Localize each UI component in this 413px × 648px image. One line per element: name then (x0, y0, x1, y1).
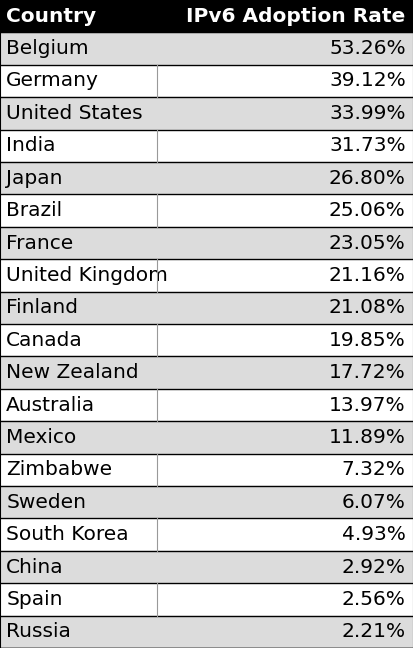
Text: Canada: Canada (6, 330, 83, 350)
Bar (0, 97, 413, 130)
Bar (0, 551, 413, 583)
Text: 13.97%: 13.97% (328, 395, 405, 415)
Text: 53.26%: 53.26% (328, 39, 405, 58)
Bar (0, 32, 413, 65)
Text: China: China (6, 557, 64, 577)
Text: South Korea: South Korea (6, 525, 128, 544)
Text: 7.32%: 7.32% (341, 460, 405, 480)
Bar (0, 454, 413, 486)
Bar (0, 518, 413, 551)
Text: 23.05%: 23.05% (328, 233, 405, 253)
Text: 2.92%: 2.92% (341, 557, 405, 577)
Text: 25.06%: 25.06% (328, 201, 405, 220)
Text: 17.72%: 17.72% (328, 363, 405, 382)
Bar (0, 259, 413, 292)
Text: 2.21%: 2.21% (341, 622, 405, 642)
Text: IPv6 Adoption Rate: IPv6 Adoption Rate (186, 6, 405, 26)
Text: 19.85%: 19.85% (328, 330, 405, 350)
Text: New Zealand: New Zealand (6, 363, 138, 382)
Text: 31.73%: 31.73% (328, 136, 405, 156)
Text: 4.93%: 4.93% (341, 525, 405, 544)
Bar (0, 0, 413, 32)
Text: France: France (6, 233, 73, 253)
Bar (0, 356, 413, 389)
Text: Russia: Russia (6, 622, 71, 642)
Text: United Kingdom: United Kingdom (6, 266, 168, 285)
Text: 21.16%: 21.16% (328, 266, 405, 285)
Bar (0, 162, 413, 194)
Bar (0, 486, 413, 518)
Text: United States: United States (6, 104, 142, 123)
Text: Sweden: Sweden (6, 492, 86, 512)
Text: Brazil: Brazil (6, 201, 62, 220)
Bar (0, 65, 413, 97)
Bar (0, 616, 413, 648)
Text: Finland: Finland (6, 298, 78, 318)
Bar (0, 324, 413, 356)
Text: Country: Country (6, 6, 96, 26)
Text: Australia: Australia (6, 395, 95, 415)
Text: Spain: Spain (6, 590, 62, 609)
Text: Belgium: Belgium (6, 39, 89, 58)
Text: India: India (6, 136, 56, 156)
Text: 6.07%: 6.07% (341, 492, 405, 512)
Bar (0, 194, 413, 227)
Bar (0, 130, 413, 162)
Text: 11.89%: 11.89% (328, 428, 405, 447)
Text: Japan: Japan (6, 168, 62, 188)
Text: Zimbabwe: Zimbabwe (6, 460, 112, 480)
Bar (0, 292, 413, 324)
Bar (0, 583, 413, 616)
Text: 26.80%: 26.80% (328, 168, 405, 188)
Bar (0, 421, 413, 454)
Text: Germany: Germany (6, 71, 99, 91)
Text: 39.12%: 39.12% (328, 71, 405, 91)
Text: Mexico: Mexico (6, 428, 76, 447)
Text: 33.99%: 33.99% (328, 104, 405, 123)
Bar (0, 389, 413, 421)
Bar (0, 227, 413, 259)
Text: 2.56%: 2.56% (341, 590, 405, 609)
Text: 21.08%: 21.08% (328, 298, 405, 318)
